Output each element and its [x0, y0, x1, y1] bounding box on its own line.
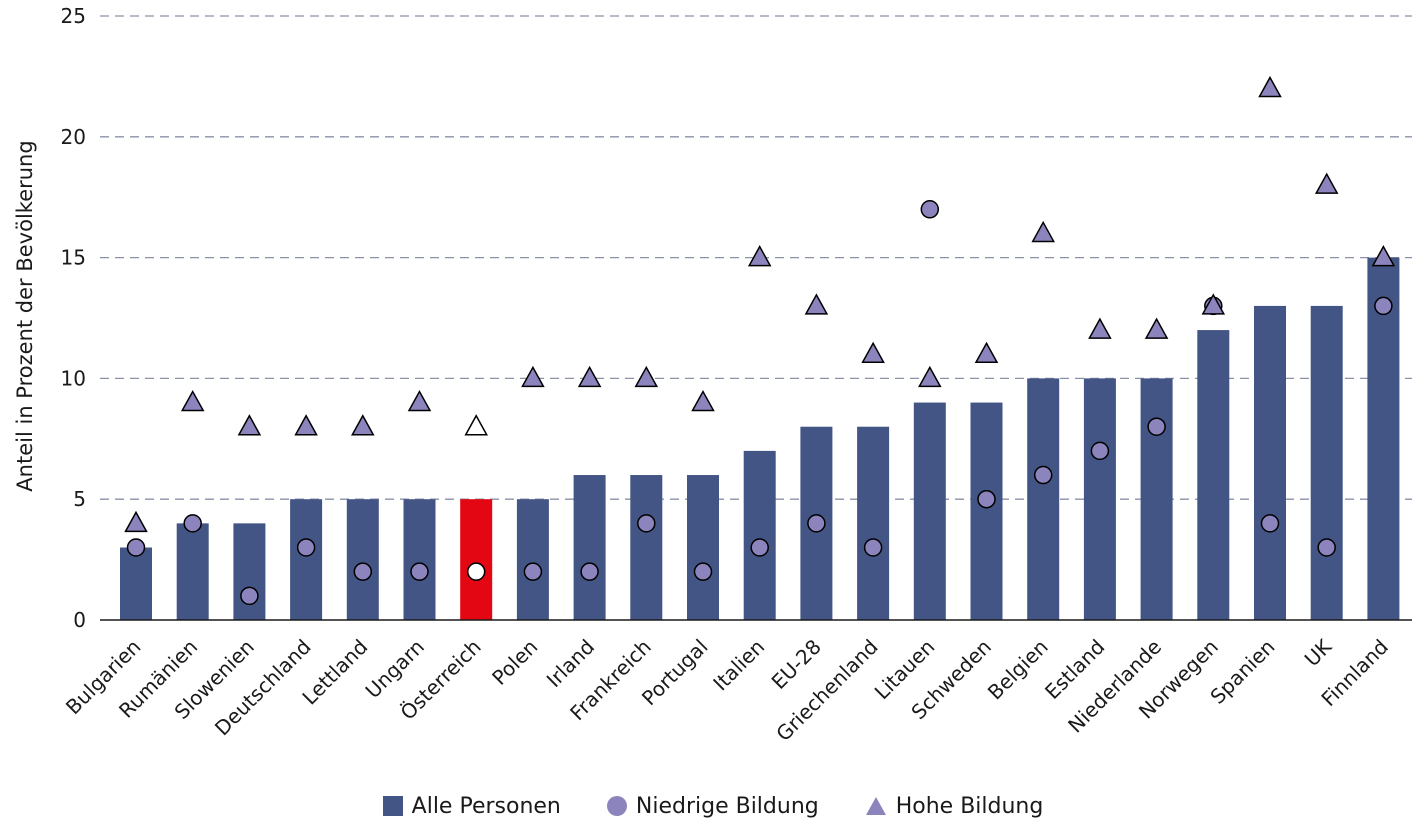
legend-square-swatch	[382, 796, 403, 816]
high-edu-point-0	[124, 510, 148, 533]
bar-1	[176, 523, 209, 620]
bar-2	[233, 523, 266, 620]
high-edu-point-6	[464, 414, 488, 436]
low-edu-point-8	[580, 562, 599, 581]
bar-21	[1310, 305, 1343, 620]
legend-label: Alle Personen	[411, 793, 561, 819]
bar-19	[1197, 330, 1230, 620]
high-edu-point-9	[634, 365, 659, 388]
high-edu-point-11	[747, 245, 772, 267]
low-edu-point-3	[296, 538, 316, 557]
bar-8	[573, 475, 606, 620]
y-tick-label: 25	[61, 4, 86, 28]
bar-20	[1254, 305, 1286, 620]
high-edu-point-18	[1144, 317, 1169, 339]
high-edu-point-1	[180, 390, 205, 412]
low-edu-point-13	[863, 538, 883, 557]
low-edu-point-22	[1374, 296, 1393, 316]
low-edu-point-0	[126, 538, 146, 557]
low-edu-point-17	[1090, 441, 1110, 461]
bar-4	[346, 499, 379, 620]
hohe-bildung-markers	[124, 75, 1396, 533]
y-tick-label: 20	[61, 125, 86, 149]
high-edu-point-16	[1031, 220, 1055, 243]
high-edu-point-22	[1371, 245, 1396, 267]
bar-13	[857, 426, 890, 620]
x-tick-label: Italien	[708, 635, 769, 696]
low-edu-point-11	[750, 538, 769, 557]
bar-3	[290, 499, 323, 620]
low-edu-point-20	[1260, 514, 1280, 533]
y-tick-label: 15	[61, 246, 86, 270]
low-edu-point-4	[353, 562, 373, 581]
y-axis-ticks: 0 5 10 15 20 25	[61, 4, 86, 632]
legend-triangle-swatch	[865, 797, 886, 815]
x-axis-ticks: BulgarienRumänienSlowenienDeutschlandLet…	[61, 634, 1393, 746]
bar-22	[1367, 257, 1400, 620]
low-edu-point-12	[807, 514, 826, 533]
high-edu-point-21	[1314, 172, 1339, 194]
bar-15	[970, 402, 1003, 620]
legend-label: Hohe Bildung	[895, 793, 1044, 819]
bar-6	[460, 499, 493, 620]
low-edu-point-16	[1033, 465, 1053, 485]
legend-item-hohe-bildung: Hohe Bildung	[865, 793, 1044, 819]
bars	[120, 257, 1400, 620]
low-edu-point-18	[1147, 417, 1166, 436]
high-edu-point-13	[861, 341, 885, 363]
high-edu-point-7	[521, 365, 545, 388]
legend-label: Niedrige Bildung	[635, 793, 819, 819]
high-edu-point-3	[294, 414, 318, 436]
high-edu-point-10	[691, 390, 715, 412]
high-edu-point-14	[918, 365, 942, 388]
y-tick-label: 0	[73, 608, 86, 632]
high-edu-point-8	[577, 365, 602, 388]
low-edu-point-14	[920, 200, 940, 219]
high-edu-point-17	[1088, 317, 1112, 339]
low-edu-point-2	[240, 586, 259, 606]
y-tick-label: 5	[73, 487, 86, 511]
high-edu-point-5	[407, 390, 432, 412]
x-tick-label: UK	[1300, 634, 1337, 671]
high-edu-point-15	[974, 341, 999, 363]
low-edu-point-7	[523, 562, 543, 581]
low-edu-point-9	[637, 514, 656, 533]
bar-18	[1140, 378, 1173, 620]
high-edu-point-19	[1201, 293, 1226, 315]
legend: Alle Personen Niedrige Bildung Hohe Bild…	[0, 786, 1426, 826]
low-edu-point-1	[183, 514, 202, 533]
x-tick-label: Polen	[487, 635, 542, 690]
x-tick-label: Griechenland	[771, 635, 882, 746]
bar-10	[687, 475, 719, 620]
high-edu-point-20	[1258, 75, 1282, 98]
high-edu-point-4	[351, 414, 375, 436]
legend-item-niedrige-bildung: Niedrige Bildung	[606, 793, 819, 819]
niedrige-bildung-markers	[126, 200, 1393, 606]
y-tick-label: 10	[61, 366, 86, 390]
bar-9	[630, 475, 663, 620]
y-axis-label: Anteil in Prozent der Bevölkerung	[13, 140, 37, 491]
low-edu-point-15	[977, 489, 996, 509]
high-edu-point-12	[804, 293, 829, 315]
legend-circle-swatch	[606, 796, 627, 816]
legend-item-alle-personen: Alle Personen	[382, 793, 561, 819]
bar-14	[913, 402, 946, 620]
bar-16	[1027, 378, 1060, 620]
low-edu-point-21	[1317, 538, 1336, 557]
bar-17	[1083, 378, 1116, 620]
high-edu-point-2	[237, 414, 262, 436]
bar-5	[403, 499, 436, 620]
low-edu-point-5	[410, 562, 429, 581]
bar-0	[120, 547, 152, 620]
bar-11	[743, 450, 776, 620]
x-tick-label: Belgien	[983, 635, 1053, 705]
low-edu-point-6	[466, 562, 486, 581]
low-edu-point-10	[693, 562, 713, 581]
bar-7	[516, 499, 549, 620]
